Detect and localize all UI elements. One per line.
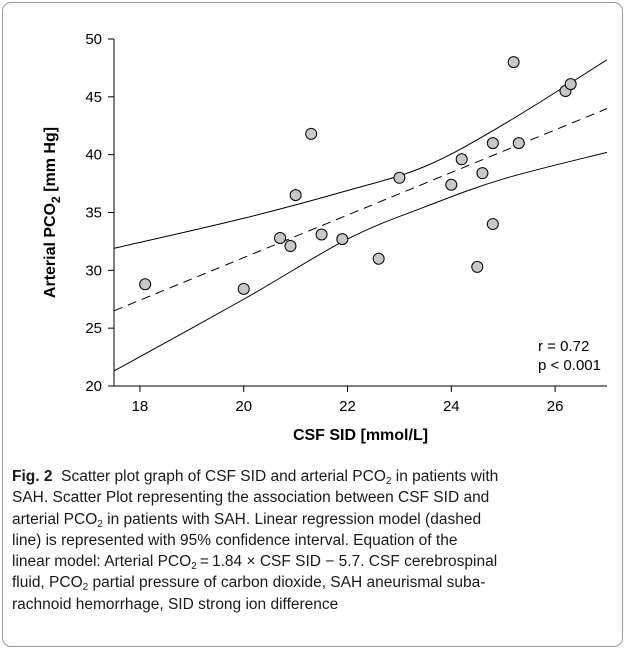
data-point: [486, 218, 499, 231]
data-point: [476, 167, 489, 180]
data-point: [237, 282, 250, 295]
data-point: [564, 78, 577, 91]
caption-line-5: linear model: Arterial PCO2 = 1.84 × CSF…: [12, 551, 616, 572]
scatter-plot: 20 25 30 35 40 45 50 18 20 22 24 26 CSF SID [mmol/L]…: [42, 31, 607, 444]
caption-subscript: 2: [82, 582, 89, 594]
x-axis-title: CSF SID [mmol/L]: [293, 427, 428, 444]
figure-label: Fig. 2: [12, 468, 53, 485]
x-tick-label: 24: [443, 398, 460, 415]
data-point: [455, 153, 468, 166]
caption-line-4: line) is represented with 95% confidence…: [12, 531, 458, 549]
y-tick-label: 40: [85, 147, 102, 164]
caption-text: Scatter plot graph of CSF SID and arteri…: [61, 468, 386, 485]
caption-line-1: Fig. 2 Scatter plot graph of CSF SID and…: [12, 466, 616, 487]
stats-annotation: p < 0.001: [538, 357, 601, 374]
regression-line: [114, 108, 607, 312]
data-point: [139, 278, 152, 291]
x-tick-label: 20: [235, 398, 252, 415]
data-point: [372, 252, 385, 265]
data-point: [336, 233, 349, 246]
x-tick-label: 22: [339, 398, 356, 415]
caption-subscript: 2: [385, 476, 392, 487]
data-point: [305, 127, 318, 140]
plot-markers: [139, 56, 577, 295]
y-tick-label: 45: [85, 89, 102, 106]
lower-confidence-curve: [114, 151, 607, 372]
y-tick-label: 25: [85, 320, 102, 337]
y-tick-label: 30: [85, 262, 102, 279]
y-tick-label: 50: [85, 31, 102, 48]
data-point: [289, 189, 302, 202]
plot-axes: [108, 38, 607, 392]
caption-text: partial pressure of carbon dioxide, SAH …: [88, 574, 486, 592]
caption-line-7: rachnoid hemorrhage, SID strong ion diff…: [12, 595, 339, 613]
caption-line-2: SAH. Scatter Plot representing the assoc…: [12, 489, 490, 507]
stats-annotation: r = 0.72: [538, 338, 589, 355]
caption-text: in patients with SAH. Linear regression …: [102, 510, 482, 528]
plot-labels: 20 25 30 35 40 45 50 18 20 22 24 26 CSF SID [mmol/L]…: [42, 31, 601, 444]
caption-text: linear model: Arterial PCO: [12, 553, 192, 571]
caption-text: = 1.84 × CSF SID − 5.7. CSF cerebrospina…: [196, 553, 498, 571]
caption-text: arterial PCO: [12, 510, 98, 528]
caption-subscript: 2: [191, 561, 197, 573]
caption-line-6: fluid, PCO2 partial pressure of carbon d…: [12, 572, 616, 593]
figure-caption: Fig. 2 Scatter plot graph of CSF SID and…: [12, 466, 616, 615]
data-point: [393, 171, 406, 184]
x-tick-label: 18: [132, 398, 149, 415]
caption-text: in patients with: [391, 468, 499, 485]
data-point: [486, 137, 499, 150]
data-point: [284, 240, 297, 253]
caption-text: fluid, PCO: [12, 574, 83, 592]
upper-confidence-curve: [114, 59, 607, 249]
data-point: [471, 260, 484, 273]
data-point: [315, 228, 328, 241]
y-axis-title: Arterial PCO2 [mm Hg]: [42, 127, 63, 298]
data-point: [507, 56, 520, 69]
y-axis-title-subscript: 2: [49, 196, 63, 203]
plot-curves: [114, 59, 607, 372]
caption-line-3: arterial PCO2 in patients with SAH. Line…: [12, 509, 616, 530]
data-point: [274, 231, 287, 244]
y-tick-label: 35: [85, 205, 102, 222]
x-tick-label: 26: [547, 398, 564, 415]
y-axis-title-part: Arterial PCO: [42, 203, 59, 298]
caption-subscript: 2: [97, 518, 103, 530]
data-point: [512, 137, 525, 150]
data-point: [445, 178, 458, 191]
y-tick-label: 20: [85, 378, 102, 395]
y-axis-title-part: [mm Hg]: [42, 127, 59, 196]
